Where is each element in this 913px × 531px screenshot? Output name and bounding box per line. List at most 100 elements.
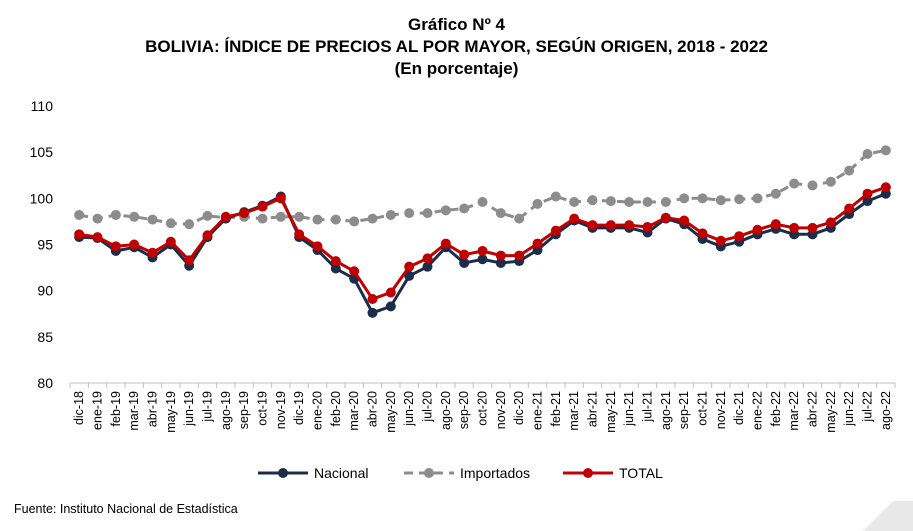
data-point-total xyxy=(605,220,616,231)
x-tick-label: feb-19 xyxy=(109,391,123,426)
data-point-importados xyxy=(349,216,360,227)
y-tick-label: 90 xyxy=(37,283,53,299)
chart-title: BOLIVIA: ÍNDICE DE PRECIOS AL POR MAYOR,… xyxy=(145,37,768,56)
data-point-importados xyxy=(679,193,690,204)
data-point-total xyxy=(312,241,323,252)
data-point-importados xyxy=(660,197,671,208)
data-point-importados xyxy=(147,214,158,225)
figure-label: Gráfico Nº 4 xyxy=(408,15,505,34)
data-point-importados xyxy=(294,211,305,222)
x-tick-label: feb-20 xyxy=(329,391,343,426)
data-point-total xyxy=(642,221,653,232)
data-point-importados xyxy=(734,194,745,205)
x-tick-label: abr-20 xyxy=(366,391,380,427)
x-tick-label: ago-21 xyxy=(659,391,673,430)
x-tick-label: jul-20 xyxy=(421,391,435,423)
data-point-nacional xyxy=(367,307,378,318)
data-point-total xyxy=(220,211,231,222)
data-point-importados xyxy=(844,165,855,176)
x-tick-label: mar-19 xyxy=(127,391,141,431)
data-point-importados xyxy=(514,213,525,224)
x-tick-label: jun-22 xyxy=(842,391,856,427)
data-point-nacional xyxy=(422,261,433,272)
data-point-importados xyxy=(715,195,726,206)
data-point-total xyxy=(330,256,341,267)
data-point-importados xyxy=(92,213,103,224)
data-point-total xyxy=(734,231,745,242)
data-point-total xyxy=(789,222,800,233)
data-point-nacional xyxy=(459,257,470,268)
x-tick-label: abr-21 xyxy=(586,391,600,427)
data-point-total xyxy=(129,239,140,250)
legend-label-importados: Importados xyxy=(460,465,530,481)
data-point-total xyxy=(679,215,690,226)
page-corner-decoration xyxy=(843,501,913,531)
data-point-importados xyxy=(165,218,176,229)
data-point-importados xyxy=(642,197,653,208)
legend-marker-nacional xyxy=(278,468,288,478)
data-point-total xyxy=(477,245,488,256)
data-point-importados xyxy=(807,180,818,191)
data-point-importados xyxy=(770,188,781,199)
x-tick-label: sep-21 xyxy=(677,391,691,429)
data-point-total xyxy=(184,255,195,266)
x-tick-label: oct-21 xyxy=(696,391,710,426)
x-tick-label: feb-21 xyxy=(549,391,563,426)
x-tick-label: mar-21 xyxy=(567,391,581,431)
data-point-total xyxy=(385,287,396,298)
data-point-total xyxy=(349,266,360,277)
data-point-total xyxy=(110,241,121,252)
x-tick-label: dic-21 xyxy=(732,391,746,425)
x-tick-label: mar-22 xyxy=(787,391,801,431)
data-point-total xyxy=(697,228,708,239)
x-tick-label: jul-21 xyxy=(641,391,655,423)
data-point-importados xyxy=(385,209,396,220)
data-point-importados xyxy=(752,193,763,204)
data-point-importados xyxy=(129,211,140,222)
x-tick-label: may-19 xyxy=(164,391,178,433)
x-tick-label: nov-20 xyxy=(494,391,508,429)
data-point-total xyxy=(752,224,763,235)
data-point-importados xyxy=(789,178,800,189)
data-point-importados xyxy=(605,196,616,207)
data-point-total xyxy=(257,201,268,212)
data-point-importados xyxy=(477,197,488,208)
y-tick-label: 110 xyxy=(31,98,54,114)
x-tick-label: dic-20 xyxy=(512,391,526,425)
data-point-total xyxy=(294,229,305,240)
x-tick-label: may-22 xyxy=(824,391,838,433)
y-tick-label: 95 xyxy=(37,237,53,253)
data-point-total xyxy=(660,212,671,223)
x-tick-label: oct-19 xyxy=(256,391,270,426)
x-tick-label: may-20 xyxy=(384,391,398,433)
chart-titles: Gráfico Nº 4 BOLIVIA: ÍNDICE DE PRECIOS … xyxy=(0,14,913,80)
data-point-importados xyxy=(110,209,121,220)
data-point-total xyxy=(844,203,855,214)
data-point-importados xyxy=(825,176,836,187)
data-point-importados xyxy=(532,198,543,209)
x-tick-label: jul-19 xyxy=(201,391,215,423)
x-tick-label: jun-20 xyxy=(402,391,416,427)
series-line-importados xyxy=(78,148,887,226)
data-point-nacional xyxy=(385,301,396,312)
data-point-total xyxy=(495,250,506,261)
data-point-importados xyxy=(459,203,470,214)
x-tick-label: jun-21 xyxy=(622,391,636,427)
x-tick-label: oct-20 xyxy=(476,391,490,426)
data-point-importados xyxy=(275,211,286,222)
data-point-nacional xyxy=(477,254,488,265)
data-point-importados xyxy=(550,191,561,202)
data-point-importados xyxy=(257,213,268,224)
data-point-importados xyxy=(367,213,378,224)
data-point-importados xyxy=(569,197,580,208)
data-point-nacional xyxy=(404,270,415,281)
data-point-importados xyxy=(202,210,213,221)
data-point-total xyxy=(514,250,525,261)
data-point-importados xyxy=(697,193,708,204)
data-point-importados xyxy=(862,149,873,160)
x-tick-label: ago-22 xyxy=(879,391,893,430)
legend-marker-total xyxy=(583,468,593,478)
data-point-total xyxy=(715,235,726,246)
x-tick-label: mar-20 xyxy=(347,391,361,431)
